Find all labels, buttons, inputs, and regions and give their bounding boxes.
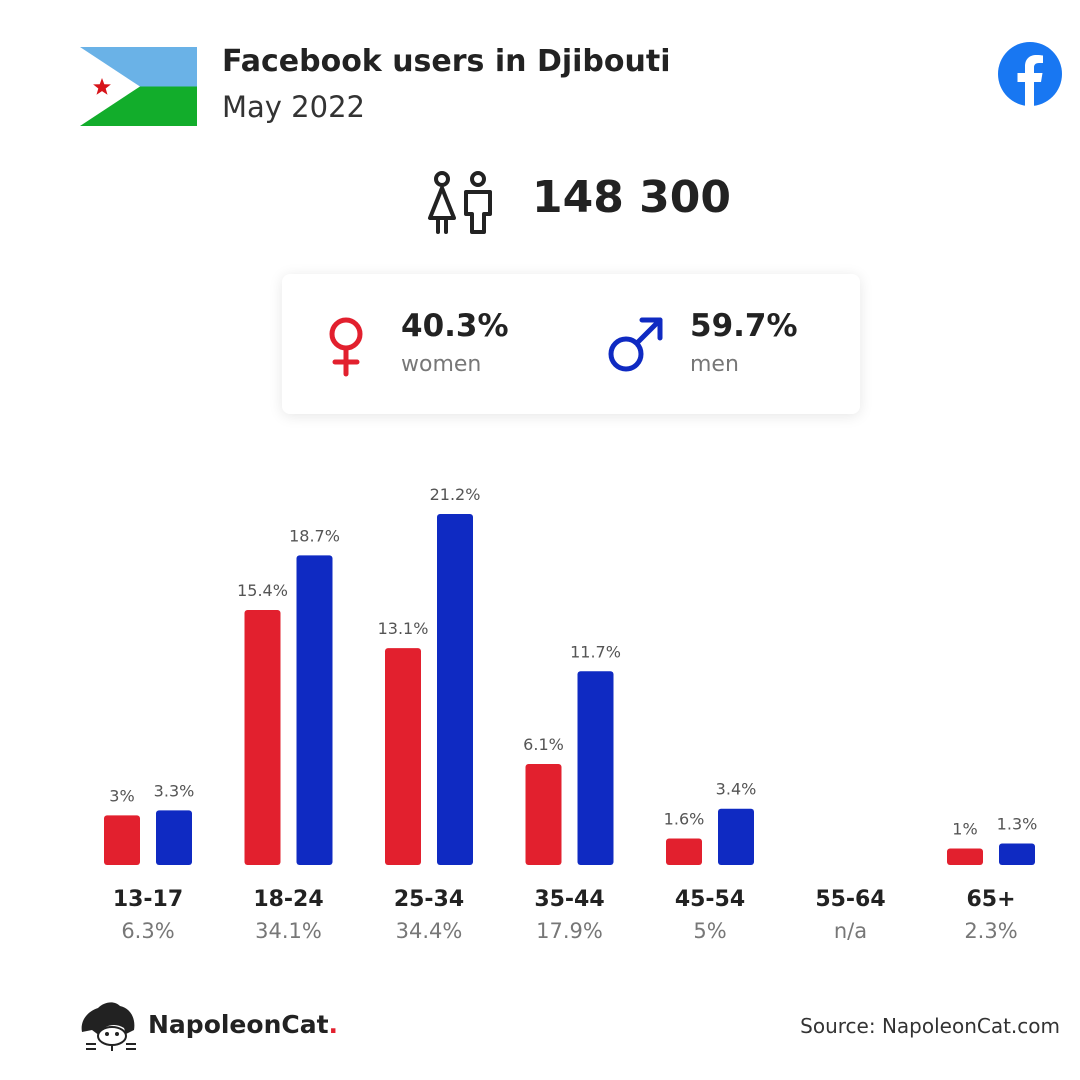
age-group-label-13-17: 13-17: [113, 887, 183, 912]
age-group-label-55-64: 55-64: [815, 887, 885, 912]
brand-text: NapoleonCat: [148, 1010, 329, 1039]
facebook-icon: [998, 42, 1062, 106]
age-group-total-35-44: 17.9%: [536, 919, 603, 943]
male-icon: [608, 317, 663, 372]
age-group-label-25-34: 25-34: [394, 887, 464, 912]
age-group-label-65+: 65+: [966, 887, 1015, 912]
women-bar-18-24: [244, 610, 281, 865]
women-value-label-13-17: 3%: [109, 786, 134, 805]
men-value-label-35-44: 11.7%: [570, 642, 621, 661]
women-bar-45-54: [666, 838, 702, 865]
age-group-label-45-54: 45-54: [675, 887, 745, 912]
men-label: men: [690, 352, 739, 377]
total-users: 148 300: [532, 172, 732, 223]
women-value-label-35-44: 6.1%: [523, 735, 564, 754]
men-bar-65+: [999, 843, 1035, 865]
brand-dot: .: [328, 1010, 339, 1039]
female-icon: [329, 317, 363, 377]
age-group-total-18-24: 34.1%: [255, 919, 322, 943]
women-bar-65+: [947, 848, 983, 865]
women-bar-13-17: [104, 815, 140, 865]
people-icon: [428, 171, 492, 234]
women-value-label-45-54: 1.6%: [664, 810, 705, 829]
men-bar-25-34: [437, 514, 473, 865]
napoleoncat-logo-icon: [81, 1002, 136, 1051]
men-value-label-45-54: 3.4%: [716, 780, 757, 799]
men-bar-45-54: [718, 808, 754, 865]
brand-name: NapoleonCat.: [148, 1010, 338, 1039]
age-group-label-35-44: 35-44: [534, 887, 604, 912]
djibouti-flag: [80, 47, 197, 126]
age-group-total-13-17: 6.3%: [121, 919, 174, 943]
women-label: women: [401, 352, 482, 377]
men-value-label-18-24: 18.7%: [289, 526, 340, 545]
women-value-label-25-34: 13.1%: [378, 619, 429, 638]
men-bar-13-17: [156, 810, 192, 865]
men-bar-35-44: [577, 671, 614, 865]
women-bar-25-34: [385, 648, 421, 865]
men-value-label-25-34: 21.2%: [430, 485, 481, 504]
age-group-total-65+: 2.3%: [964, 919, 1017, 943]
men-value-label-65+: 1.3%: [997, 814, 1038, 833]
age-group-total-45-54: 5%: [693, 919, 726, 943]
age-group-total-55-64: n/a: [834, 919, 867, 943]
women-value-label-65+: 1%: [952, 819, 977, 838]
page-subtitle: May 2022: [222, 90, 365, 124]
women-percentage: 40.3%: [401, 308, 509, 344]
source-credit: Source: NapoleonCat.com: [800, 1014, 1060, 1038]
age-group-total-25-34: 34.4%: [396, 919, 463, 943]
men-percentage: 59.7%: [690, 308, 798, 344]
men-bar-18-24: [296, 555, 333, 865]
flag-star-icon: [93, 78, 111, 95]
age-group-label-18-24: 18-24: [253, 887, 323, 912]
women-value-label-18-24: 15.4%: [237, 581, 288, 600]
age-distribution-chart: 3% 3.3% 13-17 6.3% 15.4% 18.7% 18-24 34.1% 13.1%…: [104, 485, 1038, 943]
page-title: Facebook users in Djibouti: [222, 44, 671, 79]
women-bar-35-44: [525, 764, 562, 865]
gender-card: 40.3% women 59.7% men: [282, 274, 860, 414]
men-value-label-13-17: 3.3%: [154, 781, 195, 800]
